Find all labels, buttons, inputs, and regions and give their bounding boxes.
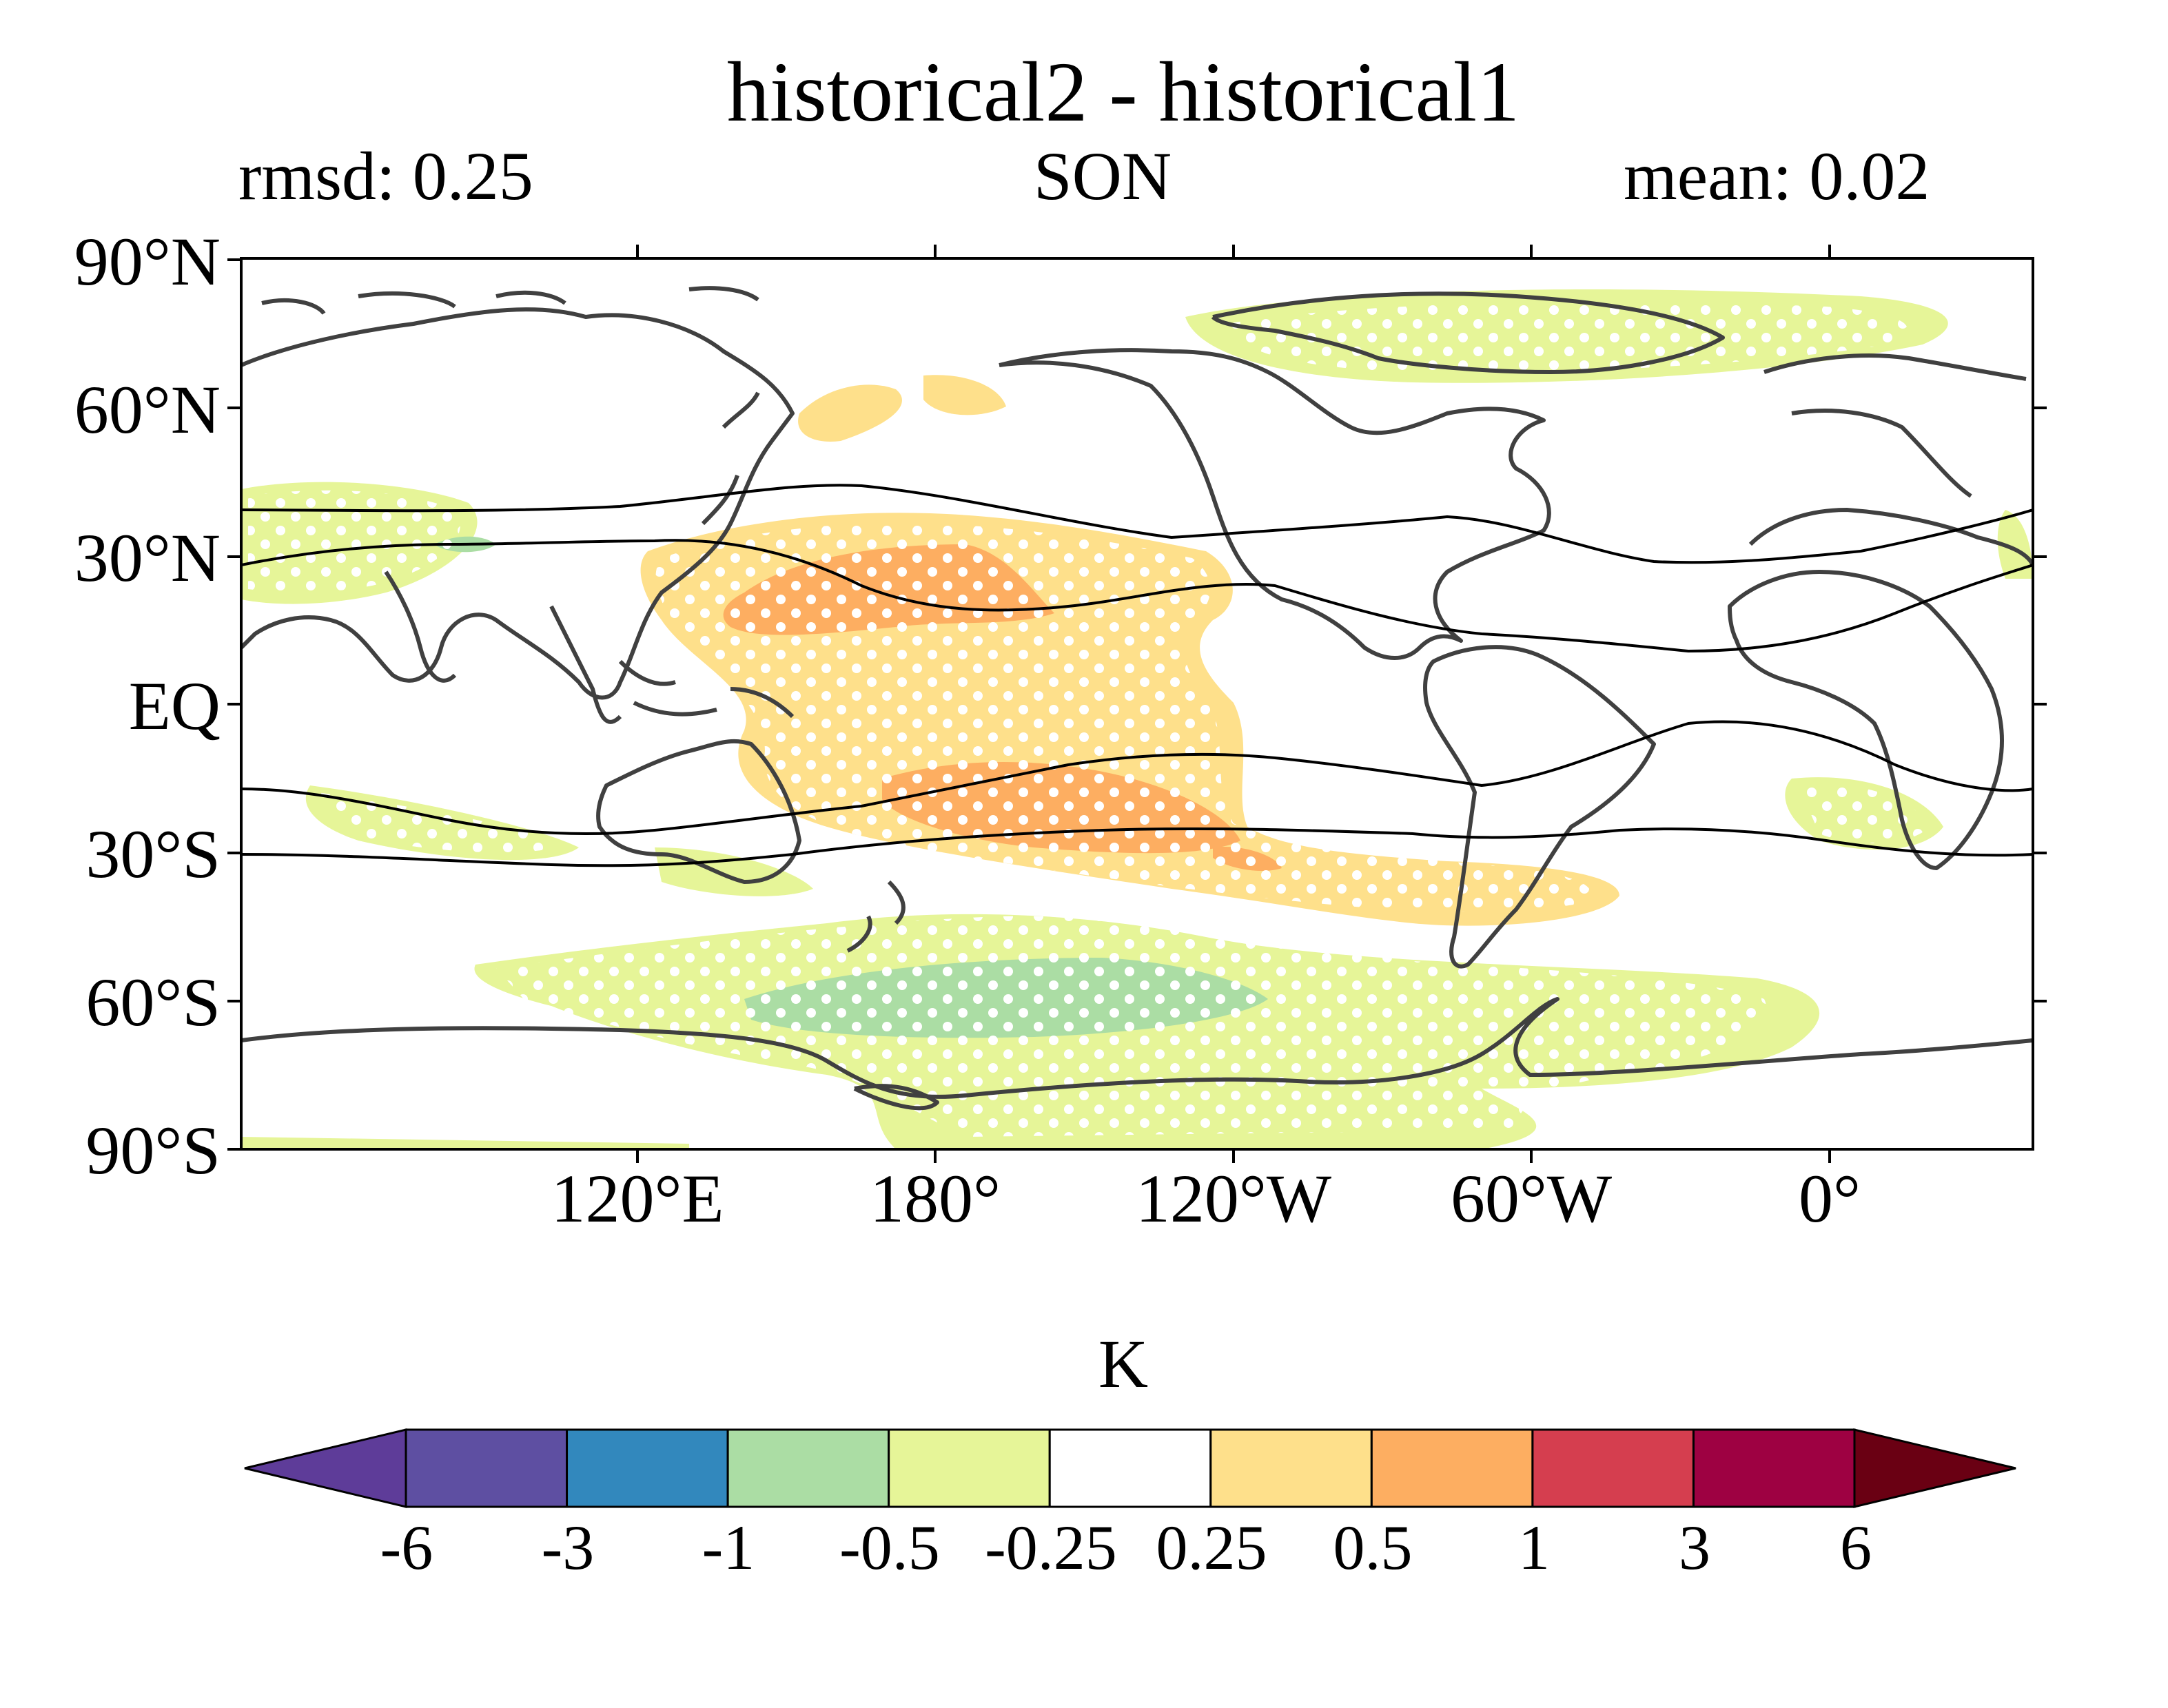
colorbar-segment	[726, 1428, 890, 1508]
colorbar-extend-high	[1853, 1428, 2016, 1508]
coast-indian-peninsula	[384, 570, 457, 683]
colorbar-tick-label: -0.25	[985, 1512, 1117, 1583]
coast-antarctica	[241, 997, 2033, 1099]
contour-lines	[241, 484, 2033, 867]
lon-tick-label: 0°	[1799, 1160, 1861, 1237]
coast-europe-north	[1763, 353, 2027, 498]
mean-label: mean: 0.02	[1624, 138, 1930, 214]
coast-arctic-islands	[261, 286, 759, 315]
colorbar-segment	[566, 1428, 729, 1508]
coast-japan	[701, 391, 760, 526]
colorbar-tick-label: -1	[702, 1512, 755, 1583]
coast-australia	[596, 739, 801, 884]
colorbar-tick-label: -6	[380, 1512, 433, 1583]
colorbar-segment	[1048, 1428, 1212, 1508]
coast-north-america	[999, 348, 1551, 660]
colorbar-segment	[405, 1428, 569, 1508]
colorbar-tick-label: 0.25	[1156, 1512, 1267, 1583]
lon-tick-label: 180°	[870, 1160, 1001, 1237]
rmsd-label: rmsd: 0.25	[238, 138, 533, 214]
coast-greenland	[1211, 291, 1725, 374]
colorbar-tick-label: 3	[1679, 1512, 1710, 1583]
coast-antarctica-peninsula	[853, 1084, 939, 1111]
colorbar-segment	[1370, 1428, 1534, 1508]
coast-africa-europe	[1728, 508, 2033, 870]
contour-nh-upper	[241, 484, 2033, 564]
stippling	[248, 302, 1930, 1137]
coast-south-america	[1423, 645, 1656, 969]
contour-nh-lower	[241, 539, 2033, 653]
colorbar-tick-label: 0.5	[1333, 1512, 1413, 1583]
colorbar	[244, 1428, 2016, 1508]
lat-tick-label: 30°N	[74, 519, 221, 596]
contour-sh-upper	[241, 720, 2033, 835]
colorbar-tick-label: -0.5	[839, 1512, 940, 1583]
anomaly-field	[241, 286, 2033, 1149]
coastlines	[241, 286, 2033, 1111]
colorbar-tick-label: 6	[1840, 1512, 1872, 1583]
lat-tick-label: EQ	[128, 668, 221, 744]
contour-sh-lower	[241, 827, 2033, 867]
colorbar-tick-label: 1	[1518, 1512, 1550, 1583]
season-label: SON	[1034, 138, 1172, 214]
colorbar-segment	[888, 1428, 1051, 1508]
coast-se-asia	[549, 605, 795, 724]
lat-tick-label: 60°S	[85, 964, 221, 1040]
colorbar-extend-low	[244, 1428, 407, 1508]
lon-tick-label: 120°W	[1135, 1160, 1332, 1237]
colorbar-units: K	[1098, 1326, 1149, 1402]
lat-tick-label: 90°S	[85, 1112, 221, 1189]
coast-new-zealand	[846, 880, 906, 953]
coast-eurasia-north	[241, 307, 795, 700]
tick-marks	[227, 245, 2047, 1163]
lon-tick-label: 120°E	[551, 1160, 724, 1237]
colorbar-segment	[1209, 1428, 1373, 1508]
lon-tick-label: 60°W	[1450, 1160, 1613, 1237]
colorbar-tick-label: -3	[541, 1512, 595, 1583]
colorbar-segment	[1692, 1428, 1856, 1508]
colorbar-segment	[1531, 1428, 1695, 1508]
map-title: historical2 - historical1	[726, 45, 1520, 139]
lat-tick-label: 60°N	[74, 371, 221, 448]
lat-tick-label: 90°N	[74, 223, 221, 300]
lat-tick-label: 30°S	[85, 816, 221, 892]
